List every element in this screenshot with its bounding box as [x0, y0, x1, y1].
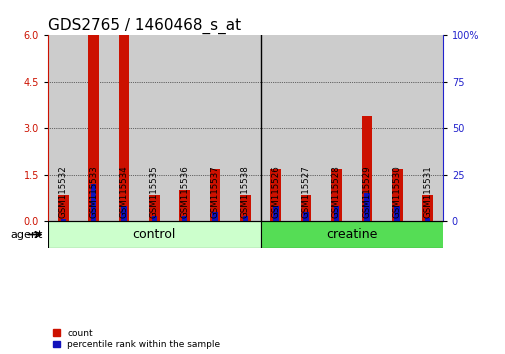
Bar — [179, 190, 190, 221]
Bar — [270, 169, 281, 221]
Bar — [139, 35, 169, 221]
Bar — [321, 35, 351, 221]
Bar — [412, 35, 442, 221]
Text: control: control — [132, 228, 176, 241]
Bar — [109, 35, 139, 221]
Bar — [331, 169, 341, 221]
Bar — [48, 35, 78, 221]
Bar — [210, 169, 220, 221]
Text: GSM115526: GSM115526 — [271, 165, 280, 218]
Bar — [230, 35, 260, 221]
Bar — [78, 35, 109, 221]
Bar — [242, 216, 247, 221]
Bar — [121, 206, 126, 221]
Bar — [212, 212, 217, 221]
Bar — [303, 212, 308, 221]
Text: GSM115530: GSM115530 — [392, 165, 401, 218]
Bar — [394, 206, 399, 221]
Text: GSM115534: GSM115534 — [119, 165, 128, 218]
Text: agent: agent — [11, 229, 43, 240]
Bar — [118, 35, 129, 221]
Text: GSM115532: GSM115532 — [59, 165, 68, 218]
Bar — [421, 195, 432, 221]
Text: GSM115531: GSM115531 — [422, 165, 431, 218]
Text: GSM115535: GSM115535 — [149, 165, 159, 218]
Text: GSM115529: GSM115529 — [362, 165, 371, 218]
Text: GSM115528: GSM115528 — [331, 165, 340, 218]
Text: creatine: creatine — [325, 228, 377, 241]
Bar — [91, 184, 96, 221]
Bar — [61, 219, 66, 221]
Bar — [351, 35, 381, 221]
Text: GSM115538: GSM115538 — [240, 165, 249, 218]
Bar — [273, 206, 278, 221]
Legend: count, percentile rank within the sample: count, percentile rank within the sample — [53, 329, 220, 349]
Bar — [333, 206, 338, 221]
Bar — [300, 195, 311, 221]
Bar — [48, 221, 260, 248]
Bar — [152, 216, 157, 221]
Bar — [58, 195, 69, 221]
Bar — [182, 216, 187, 221]
Bar — [260, 35, 290, 221]
Text: GSM115533: GSM115533 — [89, 165, 98, 218]
Bar — [149, 195, 160, 221]
Text: GDS2765 / 1460468_s_at: GDS2765 / 1460468_s_at — [48, 18, 241, 34]
Bar — [88, 35, 99, 221]
Bar — [391, 169, 402, 221]
Bar — [199, 35, 230, 221]
Bar — [424, 217, 429, 221]
Bar — [361, 116, 372, 221]
Bar — [240, 195, 250, 221]
Text: GSM115536: GSM115536 — [180, 165, 189, 218]
Bar — [290, 35, 321, 221]
Bar — [260, 221, 457, 248]
Bar — [169, 35, 199, 221]
Text: GSM115527: GSM115527 — [301, 165, 310, 218]
Bar — [364, 193, 369, 221]
Bar — [381, 35, 412, 221]
Text: GSM115537: GSM115537 — [210, 165, 219, 218]
